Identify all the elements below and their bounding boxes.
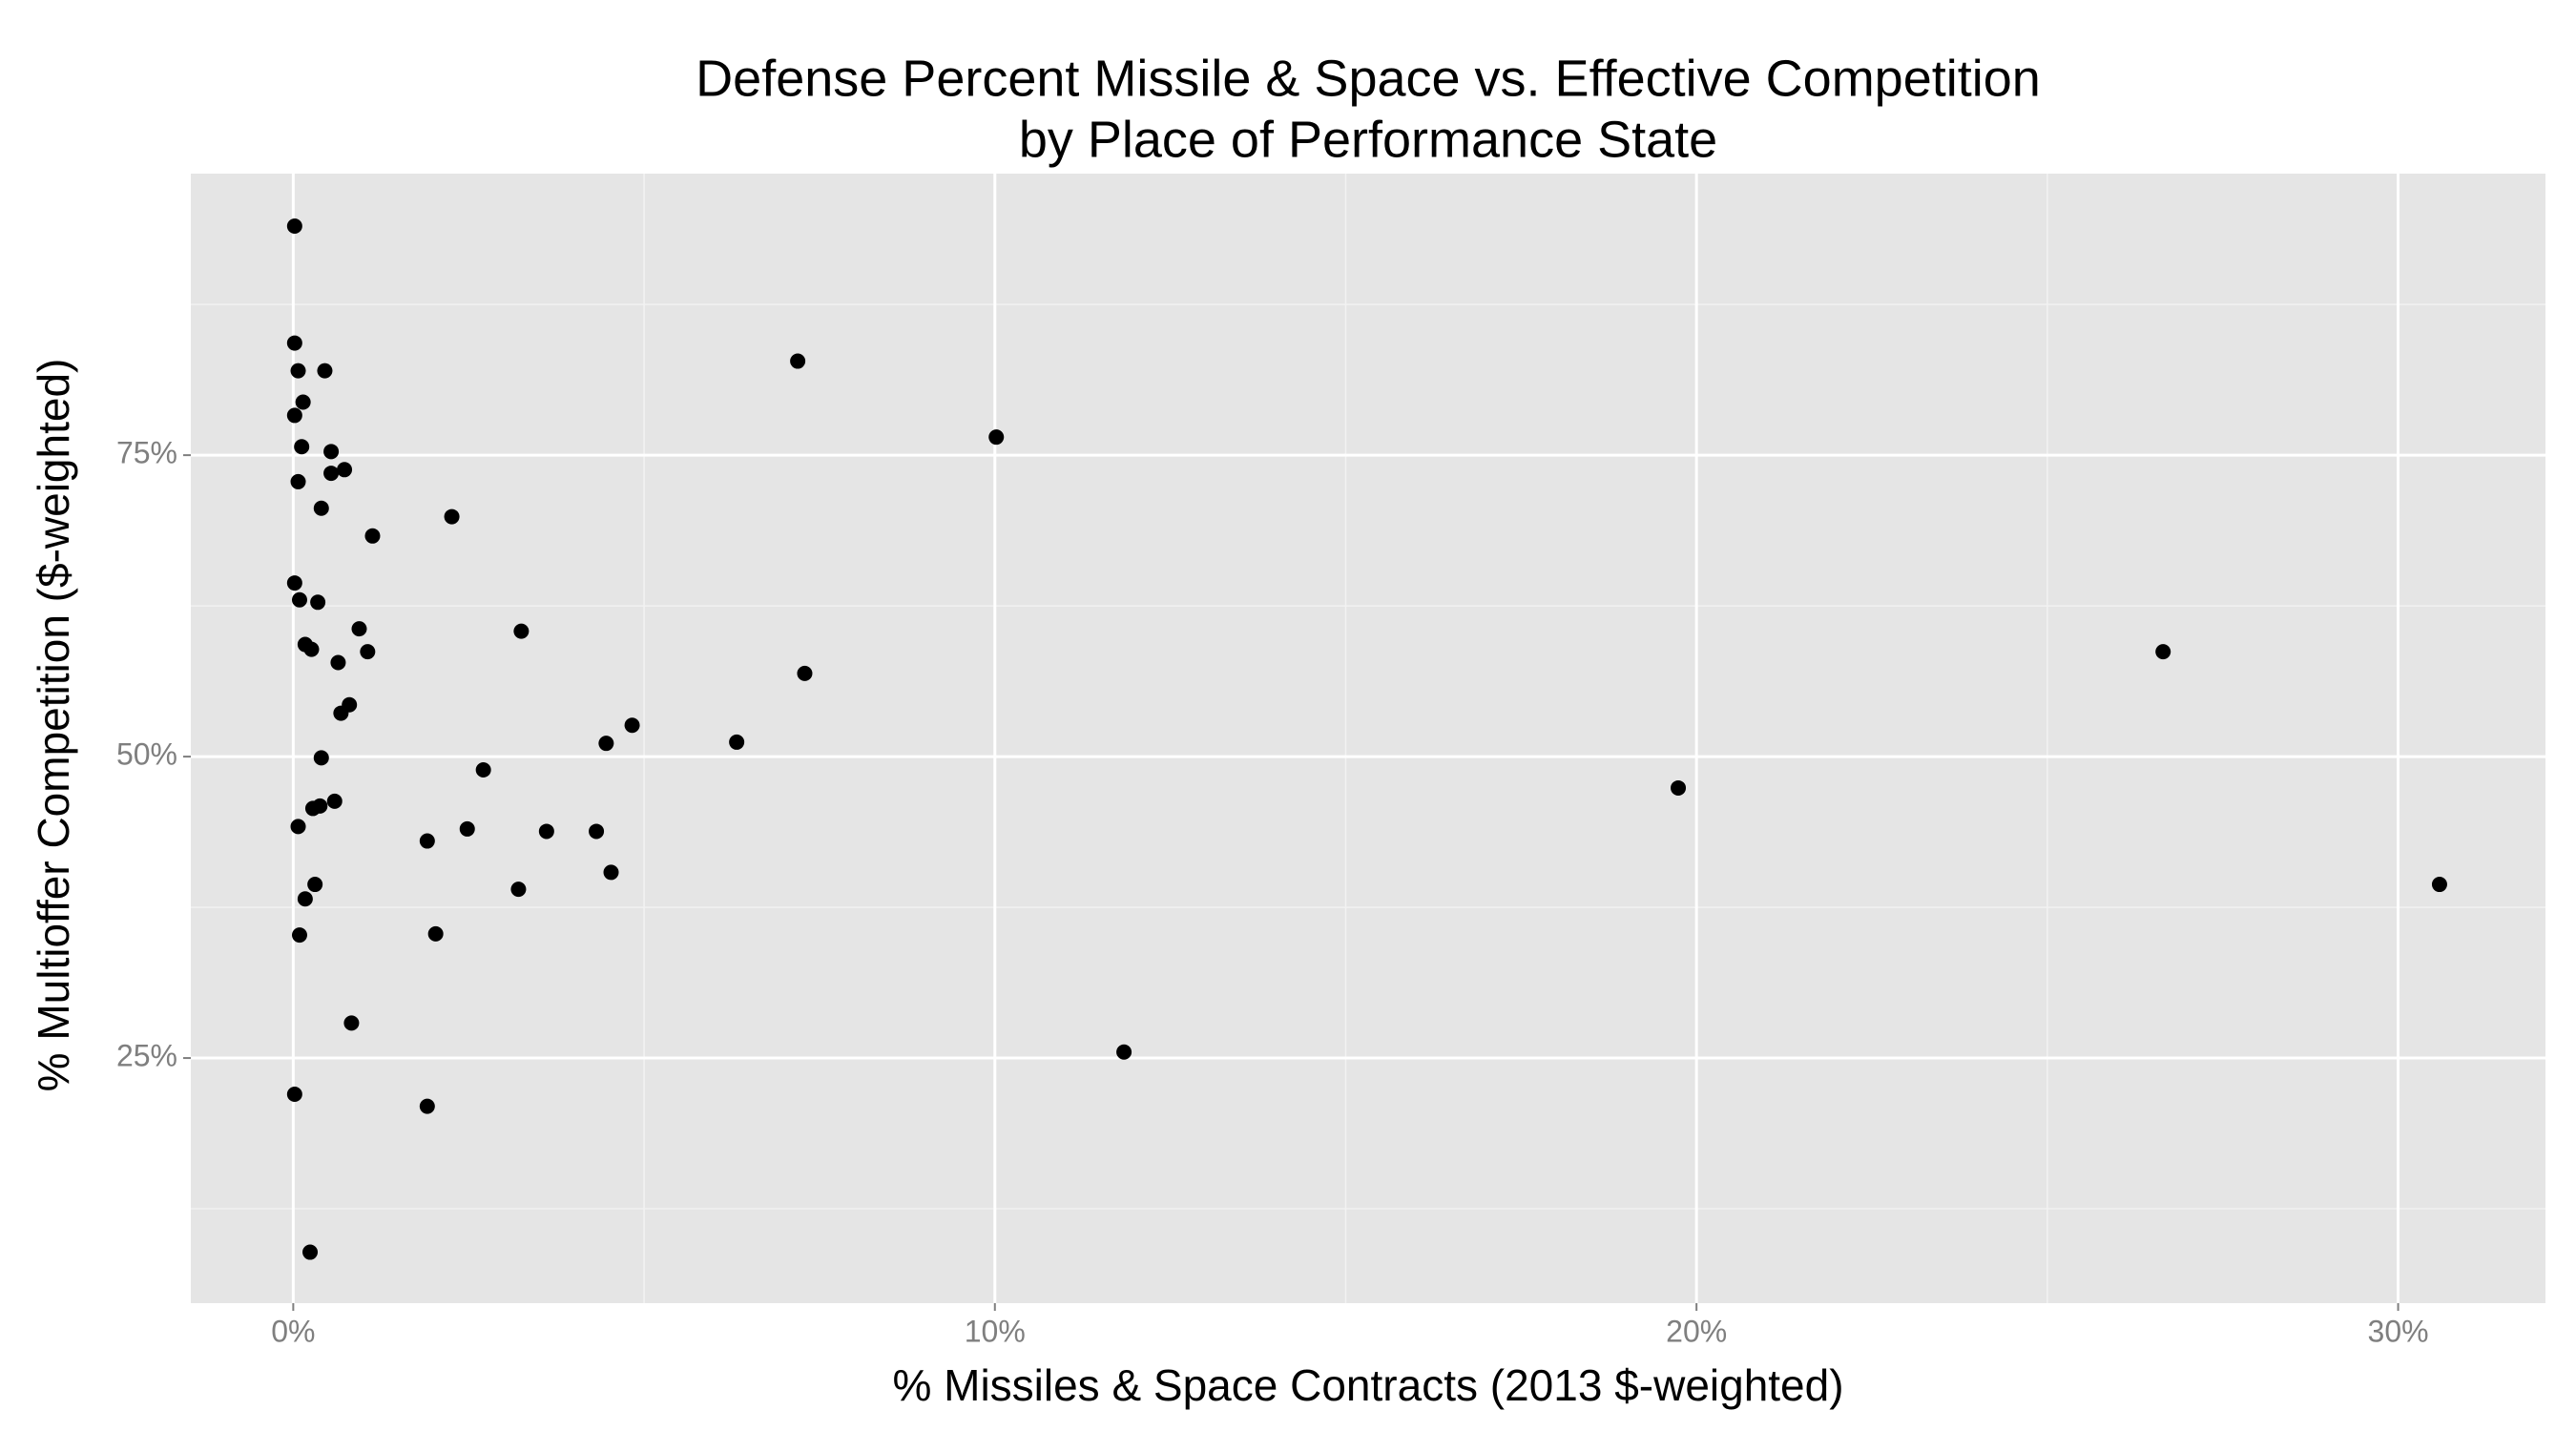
- point: [790, 353, 806, 369]
- point: [444, 508, 460, 525]
- x-axis-title: % Missiles & Space Contracts (2013 $-wei…: [892, 1360, 1843, 1410]
- point: [589, 823, 605, 840]
- point: [729, 734, 745, 750]
- point: [419, 1098, 435, 1114]
- point: [317, 363, 333, 379]
- point: [475, 761, 491, 778]
- point: [290, 363, 306, 379]
- point: [1671, 779, 1687, 796]
- point: [303, 641, 320, 657]
- y-tick-label: 50%: [116, 737, 177, 772]
- y-tick-label: 25%: [116, 1039, 177, 1073]
- point: [459, 820, 475, 837]
- y-axis-title: % Multioffer Competition ($-weighted): [29, 359, 78, 1092]
- point: [286, 218, 302, 234]
- point: [1116, 1044, 1132, 1060]
- point: [291, 591, 307, 608]
- chart-subtitle: by Place of Performance State: [1019, 111, 1717, 168]
- point: [603, 864, 619, 881]
- x-tick-label: 0%: [271, 1314, 315, 1348]
- point: [538, 823, 554, 840]
- point: [323, 466, 340, 482]
- point: [286, 407, 302, 424]
- point: [313, 750, 329, 766]
- point: [624, 717, 640, 734]
- point: [326, 793, 343, 809]
- point: [510, 881, 527, 898]
- point: [2155, 644, 2171, 660]
- x-tick-label: 30%: [2368, 1314, 2429, 1348]
- chart-title: Defense Percent Missile & Space vs. Effe…: [696, 50, 2041, 107]
- point: [304, 800, 321, 817]
- point: [297, 891, 313, 907]
- point: [286, 1086, 302, 1102]
- point: [988, 429, 1005, 446]
- plot-background: [191, 174, 2545, 1303]
- point: [598, 736, 614, 752]
- point: [310, 594, 326, 611]
- point: [351, 621, 367, 637]
- point: [294, 439, 310, 455]
- point: [427, 925, 444, 942]
- point: [286, 575, 302, 591]
- x-tick-label: 10%: [965, 1314, 1026, 1348]
- x-tick-label: 20%: [1666, 1314, 1727, 1348]
- point: [290, 473, 306, 489]
- point: [419, 833, 435, 849]
- point: [302, 1244, 319, 1260]
- point: [313, 500, 329, 516]
- point: [360, 644, 376, 660]
- point: [286, 335, 302, 351]
- point: [513, 623, 530, 639]
- point: [797, 665, 813, 681]
- point: [2431, 877, 2447, 893]
- y-tick-label: 75%: [116, 436, 177, 470]
- point: [330, 654, 346, 671]
- point: [290, 819, 306, 835]
- point: [337, 462, 353, 478]
- point: [295, 394, 311, 410]
- point: [333, 705, 349, 721]
- point: [364, 528, 381, 544]
- point: [307, 877, 323, 893]
- point: [323, 444, 340, 460]
- point: [343, 1015, 360, 1031]
- point: [291, 927, 307, 944]
